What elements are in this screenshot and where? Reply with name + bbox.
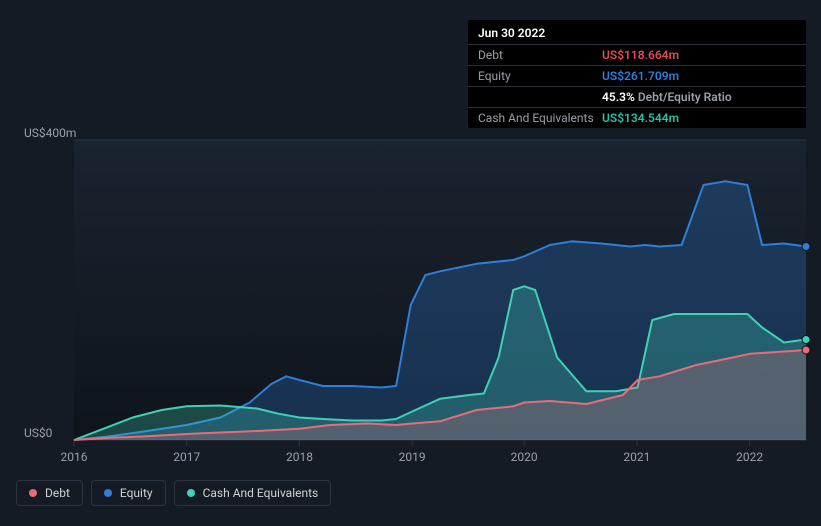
legend-label: Cash And Equivalents: [203, 486, 319, 500]
legend-item[interactable]: Equity: [91, 480, 166, 506]
series-end-marker: [802, 336, 810, 344]
chart-legend: Debt Equity Cash And Equivalents: [16, 480, 331, 506]
series-end-marker: [802, 346, 810, 354]
tooltip-row: EquityUS$261.709m: [468, 66, 806, 87]
tooltip-row-value: 45.3% Debt/Equity Ratio: [602, 90, 732, 104]
x-axis-label: 2021: [623, 450, 650, 464]
legend-dot-icon: [104, 489, 112, 497]
legend-label: Equity: [120, 486, 153, 500]
legend-item[interactable]: Debt: [16, 480, 83, 506]
tooltip-date: Jun 30 2022: [468, 20, 806, 45]
tooltip-row: 45.3% Debt/Equity Ratio: [468, 87, 806, 108]
x-axis-label: 2019: [399, 450, 426, 464]
y-axis-label-min: US$0: [24, 426, 52, 440]
tooltip-row-value: US$261.709m: [602, 69, 679, 83]
x-axis-label: 2017: [173, 450, 200, 464]
legend-label: Debt: [45, 486, 70, 500]
tooltip-row-value: US$118.664m: [602, 48, 679, 62]
tooltip-row: DebtUS$118.664m: [468, 45, 806, 66]
tooltip-row: Cash And EquivalentsUS$134.544m: [468, 108, 806, 128]
legend-item[interactable]: Cash And Equivalents: [174, 480, 332, 506]
x-axis-label: 2022: [736, 450, 763, 464]
x-axis-label: 2018: [286, 450, 313, 464]
x-axis-label: 2016: [61, 450, 88, 464]
chart-tooltip: Jun 30 2022 DebtUS$118.664mEquityUS$261.…: [468, 20, 806, 128]
legend-dot-icon: [187, 489, 195, 497]
chart-container: Jun 30 2022 DebtUS$118.664mEquityUS$261.…: [0, 0, 821, 526]
legend-dot-icon: [29, 489, 37, 497]
tooltip-row-label: [478, 90, 602, 104]
tooltip-row-label: Debt: [478, 48, 602, 62]
tooltip-rows: DebtUS$118.664mEquityUS$261.709m45.3% De…: [468, 45, 806, 128]
tooltip-row-label: Cash And Equivalents: [478, 111, 602, 125]
x-axis-label: 2020: [511, 450, 538, 464]
tooltip-row-value: US$134.544m: [602, 111, 679, 125]
x-axis-labels: 2016201720182019202020212022: [74, 450, 806, 470]
y-axis-label-max: US$400m: [24, 126, 76, 140]
series-end-marker: [802, 243, 810, 251]
tooltip-row-label: Equity: [478, 69, 602, 83]
